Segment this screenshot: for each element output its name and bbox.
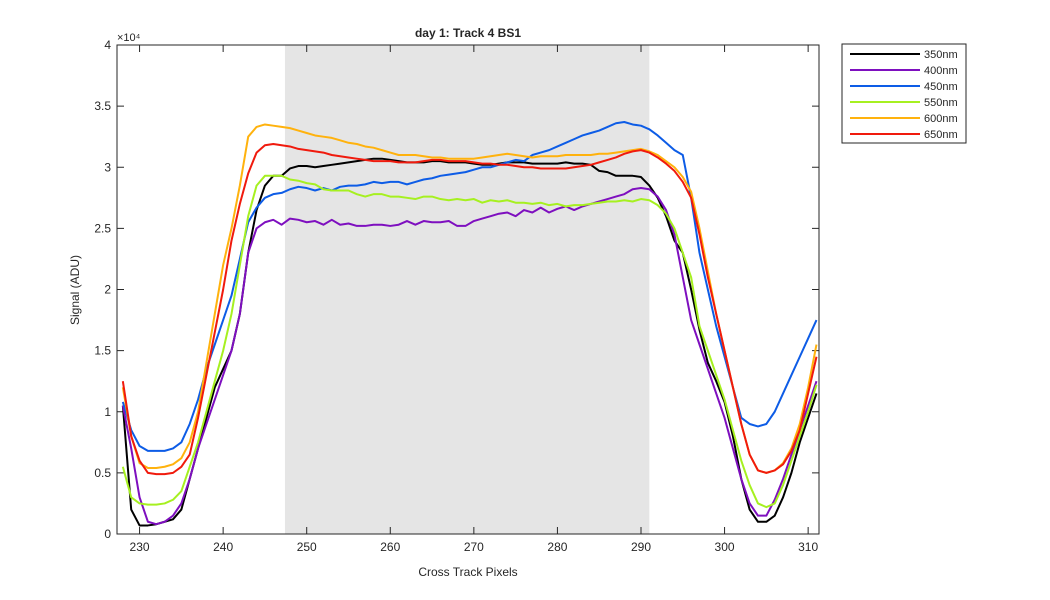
axes-box bbox=[116, 44, 820, 535]
y-tick-label: 0.5 bbox=[94, 466, 111, 480]
y-axis-label: Signal (ADU) bbox=[68, 255, 82, 325]
x-tick-label: 300 bbox=[715, 540, 735, 554]
series-line bbox=[121, 187, 818, 526]
series-line bbox=[121, 174, 818, 509]
x-tick-label: 260 bbox=[380, 540, 400, 554]
series-line bbox=[121, 121, 818, 452]
legend-label: 650nm bbox=[924, 129, 958, 141]
legend-label: 350nm bbox=[924, 49, 958, 61]
y-tick-label: 2 bbox=[104, 283, 111, 297]
x-tick-label: 290 bbox=[631, 540, 651, 554]
shaded-region bbox=[284, 45, 650, 534]
legend-label: 550nm bbox=[924, 97, 958, 109]
legend-label: 400nm bbox=[924, 65, 958, 77]
legend-label: 600nm bbox=[924, 113, 958, 125]
x-axis-label: Cross Track Pixels bbox=[418, 565, 517, 579]
y-tick-label: 1.5 bbox=[94, 344, 111, 358]
x-tick-label: 250 bbox=[297, 540, 317, 554]
y-tick-label: 4 bbox=[104, 38, 111, 52]
y-tick-label: 2.5 bbox=[94, 221, 111, 235]
legend-box bbox=[841, 43, 967, 144]
x-tick-label: 280 bbox=[547, 540, 567, 554]
chart-title: day 1: Track 4 BS1 bbox=[415, 26, 521, 40]
y-tick-label: 3 bbox=[104, 160, 111, 174]
y-tick-label: 1 bbox=[104, 405, 111, 419]
x-tick-label: 270 bbox=[464, 540, 484, 554]
x-tick-label: 230 bbox=[130, 540, 150, 554]
y-tick-label: 3.5 bbox=[94, 99, 111, 113]
series-line bbox=[121, 143, 818, 476]
x-tick-label: 240 bbox=[213, 540, 233, 554]
series-line bbox=[121, 123, 818, 474]
legend-label: 450nm bbox=[924, 81, 958, 93]
y-exponent-label: ×10⁴ bbox=[117, 32, 141, 44]
y-tick-label: 0 bbox=[104, 527, 111, 541]
x-tick-label: 310 bbox=[798, 540, 818, 554]
